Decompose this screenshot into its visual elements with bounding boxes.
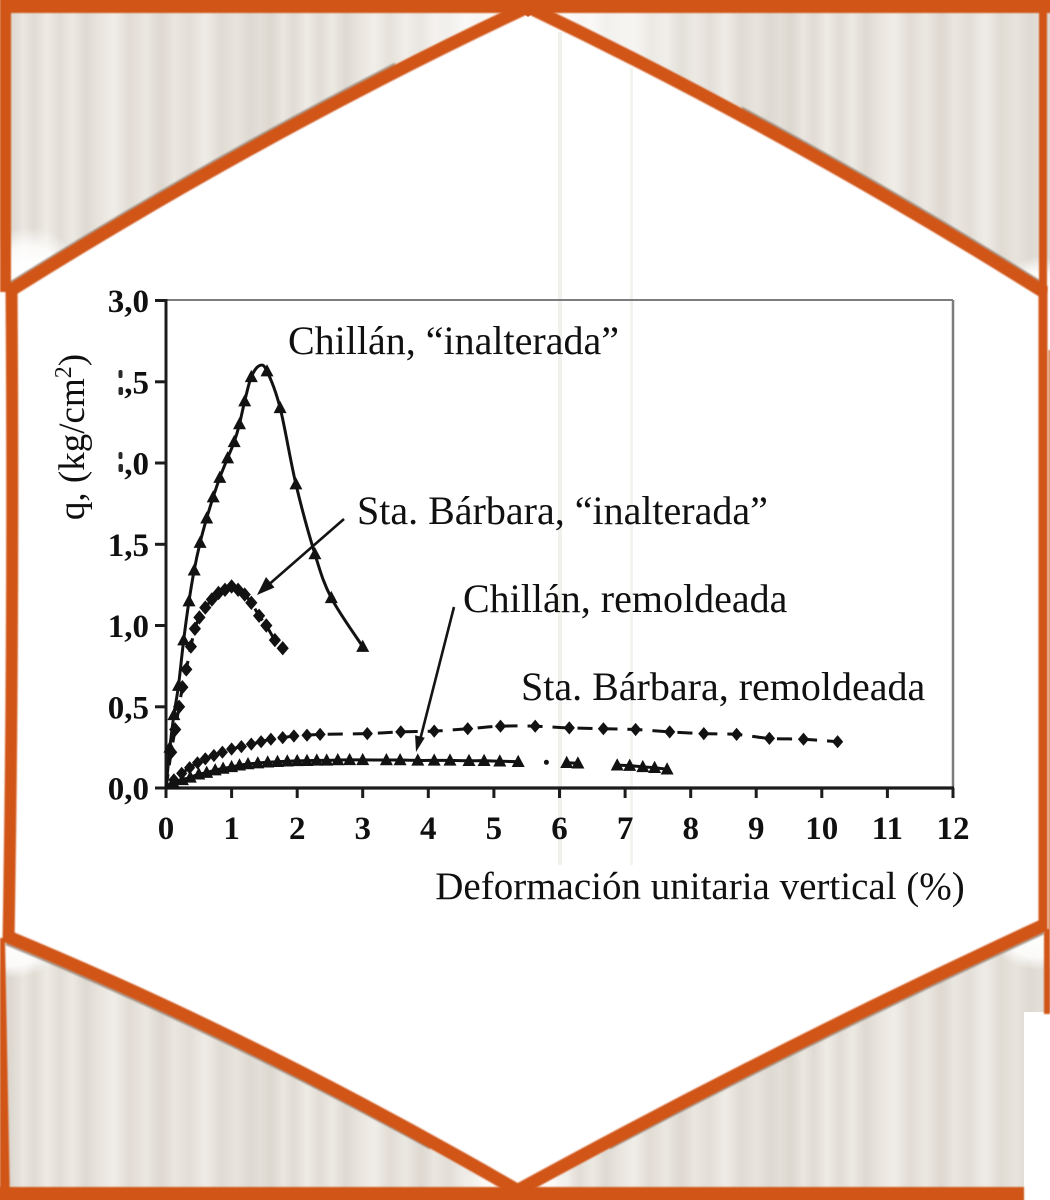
svg-text:2: 2 — [289, 811, 306, 847]
svg-text:11: 11 — [872, 811, 903, 847]
svg-text:7: 7 — [617, 811, 634, 847]
svg-text:1,5: 1,5 — [108, 528, 149, 564]
svg-text:Chillán, remoldeada: Chillán, remoldeada — [463, 576, 788, 621]
svg-text:3: 3 — [354, 811, 371, 847]
svg-text:5: 5 — [486, 811, 503, 847]
svg-text:9: 9 — [748, 811, 765, 847]
svg-text:Chillán, “inalterada”: Chillán, “inalterada” — [288, 318, 619, 363]
svg-text:12: 12 — [937, 811, 970, 847]
svg-text:4: 4 — [420, 811, 437, 847]
svg-text:Sta. Bárbara, remoldeada: Sta. Bárbara, remoldeada — [521, 664, 926, 709]
svg-text:q, (kg/cm2): q, (kg/cm2) — [51, 354, 93, 520]
svg-text:Deformación unitaria vertical: Deformación unitaria vertical (%) — [435, 865, 965, 908]
svg-text:0,0: 0,0 — [108, 772, 149, 808]
svg-text:0: 0 — [158, 811, 175, 847]
svg-text:,5: ,5 — [124, 365, 149, 401]
svg-text:3,0: 3,0 — [108, 284, 149, 320]
svg-text:1: 1 — [223, 811, 240, 847]
svg-text:8: 8 — [682, 811, 699, 847]
svg-text:0,5: 0,5 — [108, 690, 149, 726]
svg-text:,0: ,0 — [124, 447, 149, 483]
svg-text:6: 6 — [551, 811, 568, 847]
svg-text:1,0: 1,0 — [108, 609, 149, 645]
svg-text:10: 10 — [805, 811, 838, 847]
svg-text:Sta. Bárbara, “inalterada”: Sta. Bárbara, “inalterada” — [357, 488, 768, 533]
